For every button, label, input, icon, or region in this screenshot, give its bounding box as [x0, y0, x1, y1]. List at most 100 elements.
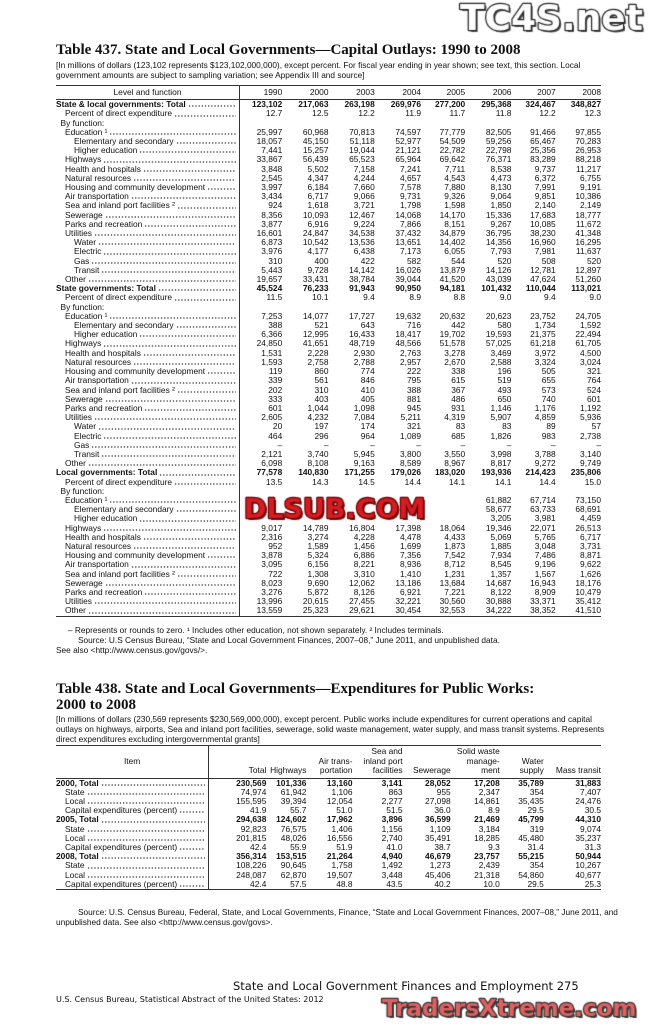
cell-value: 17,398	[395, 522, 421, 533]
dot-leader	[133, 547, 236, 550]
cell-value: 35,237	[575, 832, 601, 843]
cell-value: 70,283	[575, 136, 601, 147]
cell-value: 1,231	[444, 568, 466, 579]
cell-value: 61,218	[530, 338, 556, 349]
row-label: Housing and community development	[56, 367, 240, 377]
cell-value: 388	[407, 384, 421, 395]
cell-value: 38.7	[434, 841, 451, 852]
table-row: Higher education 6,366 12,995 16,433 18,417 1…	[56, 330, 601, 340]
cell-value: 2,439	[478, 860, 500, 871]
table-row: Sewerage 333 403 405 881 486 650 740 601	[56, 394, 601, 404]
cell-value: 46,679	[425, 851, 451, 862]
cell-value: 33,867	[256, 154, 283, 165]
cell-value	[282, 505, 328, 514]
cell-value: 6,184	[307, 182, 329, 193]
cell-value: 7,934	[490, 550, 512, 561]
cell-value: 2,670	[444, 356, 466, 367]
table-row: Education ¹ 61,882 67,714 73,150	[56, 495, 601, 506]
cell-value: 14.3	[312, 476, 329, 487]
row-label-text: Capital expenditures (percent)	[65, 806, 178, 816]
cell-value: 155,595	[236, 795, 267, 806]
table-437-see-also: See also <http://www.census.gov/govs/>.	[56, 645, 208, 655]
row-label: State & local governments: Total	[56, 99, 240, 110]
cell-value: 324,467	[525, 99, 556, 110]
cell-value: 348,827	[570, 99, 601, 110]
cell-value: 4,657	[400, 172, 421, 183]
cell-value: 174	[360, 421, 375, 432]
dot-leader	[207, 556, 236, 559]
cell-value: 2,316	[261, 531, 283, 542]
cell-value: 222	[407, 366, 421, 377]
row-label-text: Other	[65, 606, 86, 616]
table-row: Natural resources 1,593 2,758 2,788 2,957 2,6…	[56, 356, 601, 368]
row-label-text: Air transportation	[65, 376, 129, 386]
cell-value: –	[596, 439, 601, 450]
table-row: State 108,226 90,645 1,758 1,492 1,273 2,439 35…	[56, 860, 601, 871]
row-label: State	[56, 824, 210, 834]
cell-value: 34,879	[439, 228, 466, 239]
cell-value: 3,896	[381, 814, 403, 825]
cell-value: 1,598	[444, 200, 466, 211]
cell-value: 945	[407, 402, 421, 413]
cell-value: 4,232	[307, 412, 329, 423]
cell-value: 10,386	[575, 191, 601, 202]
column-header: 2007	[511, 85, 556, 101]
cell-value: 12,062	[349, 577, 375, 588]
cell-value: 11.8	[495, 108, 512, 119]
row-label: Other	[56, 275, 240, 285]
cell-value: 7,578	[400, 182, 421, 193]
cell-value: 15,257	[302, 145, 329, 156]
cell-value: 59,256	[485, 136, 512, 147]
cell-value: 50,944	[575, 851, 601, 862]
cell-value: 1,531	[261, 347, 283, 358]
cell-value: 34,222	[485, 605, 512, 616]
row-label: By function:	[56, 486, 240, 496]
cell-value: 54,509	[439, 136, 466, 147]
cell-value: 615	[451, 375, 466, 386]
cell-value: 30.5	[584, 805, 601, 816]
cell-value: 51,260	[575, 274, 601, 285]
cell-value: 17,727	[349, 310, 375, 321]
cell-value: 30,454	[395, 605, 421, 616]
cell-value: 643	[360, 320, 375, 331]
cell-value: 202	[268, 384, 283, 395]
cell-value: 3,274	[307, 531, 329, 542]
cell-value: 235,806	[570, 467, 601, 478]
cell-value: 18,057	[256, 136, 283, 147]
cell-value: 90,950	[395, 283, 421, 294]
row-label: Natural resources	[56, 173, 240, 184]
row-label-text: Gas	[74, 440, 90, 450]
cell-value: 8,936	[400, 559, 421, 570]
cell-value: 6,098	[261, 458, 283, 469]
cell-value: 3,877	[261, 218, 283, 229]
cell-value: 9.4	[363, 292, 375, 303]
cell-value: 18,285	[474, 832, 500, 843]
dot-leader	[91, 445, 236, 448]
row-label-text: 2005, Total	[56, 815, 99, 825]
cell-value: 7,221	[444, 586, 466, 597]
cell-value: 47,624	[530, 274, 556, 285]
cell-value: 20,632	[439, 310, 466, 321]
cell-value: 1,593	[261, 356, 283, 367]
table-438-title-line1: Table 438. State and Local Governments—E…	[56, 681, 535, 697]
table-row: Capital expenditures (percent) 42.4 55.9 51…	[56, 841, 601, 853]
table-row: Housing and community development 119 860 7…	[56, 366, 601, 377]
cell-value: 18,064	[439, 522, 466, 533]
cell-value: 9,074	[580, 823, 601, 834]
cell-value: 3,324	[534, 356, 556, 367]
row-label: Health and hospitals	[56, 348, 240, 358]
cell-value: 14,170	[439, 209, 466, 220]
row-label: Utilities	[56, 413, 240, 423]
cell-value: 14,142	[349, 264, 375, 275]
row-label-text: Natural resources	[65, 173, 132, 183]
cell-value: 7,991	[534, 182, 556, 193]
cell-value: 183,020	[434, 467, 466, 478]
table-row: Other 13,559 25,323 29,621 30,454 32,553 34,22…	[56, 605, 601, 617]
cell-value: 56,439	[302, 154, 329, 165]
cell-value	[240, 496, 283, 505]
row-label: Local governments: Total	[56, 468, 240, 478]
row-label-text: Higher education	[74, 146, 138, 156]
cell-value: 41,651	[302, 338, 329, 349]
cell-value: 8,967	[444, 458, 466, 469]
cell-value: 11,217	[576, 163, 601, 174]
